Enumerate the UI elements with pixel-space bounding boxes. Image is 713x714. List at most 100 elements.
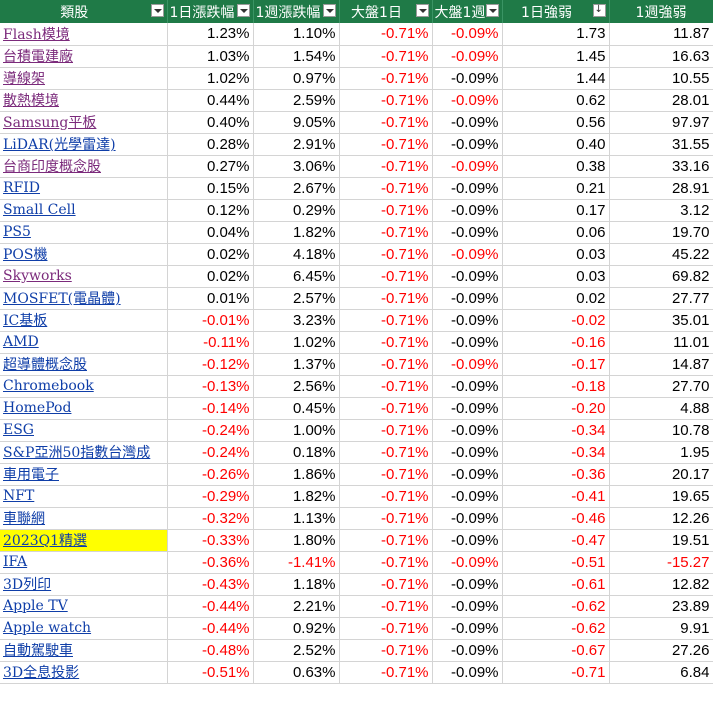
- week-strength-cell: 20.17: [609, 463, 713, 486]
- table-row: NFT -0.29% 1.82% -0.71% -0.09% -0.41 19.65: [0, 485, 713, 508]
- market-week-cell: -0.09%: [432, 111, 503, 134]
- sort-descending-icon[interactable]: ↓: [592, 4, 606, 17]
- week-strength-cell: 33.16: [609, 155, 713, 178]
- sector-link[interactable]: MOSFET(電晶體): [3, 291, 121, 307]
- market-day-cell: -0.71%: [339, 89, 433, 112]
- sector-link[interactable]: 3D列印: [3, 577, 52, 593]
- day-change-cell: -0.11%: [167, 331, 254, 354]
- sector-link[interactable]: HomePod: [3, 400, 72, 416]
- day-strength-cell: -0.61: [502, 573, 610, 596]
- market-week-cell: -0.09%: [432, 45, 503, 68]
- table-row: Flash模境 1.23% 1.10% -0.71% -0.09% 1.73 11.87: [0, 23, 713, 46]
- market-day-cell: -0.71%: [339, 287, 433, 310]
- day-change-cell: 1.23%: [167, 23, 254, 46]
- week-strength-cell: 11.87: [609, 23, 713, 46]
- header-label: 1日強弱: [521, 4, 572, 21]
- week-change-cell: 1.80%: [253, 529, 340, 552]
- table-row: PS5 0.04% 1.82% -0.71% -0.09% 0.06 19.70: [0, 221, 713, 244]
- week-change-cell: 1.82%: [253, 221, 340, 244]
- market-week-cell: -0.09%: [432, 265, 503, 288]
- sector-link[interactable]: ESG: [3, 422, 34, 438]
- sector-link[interactable]: PS5: [3, 224, 31, 240]
- filter-dropdown-icon[interactable]: [236, 4, 250, 17]
- market-day-cell: -0.71%: [339, 331, 433, 354]
- market-day-cell: -0.71%: [339, 507, 433, 530]
- week-strength-cell: 23.89: [609, 595, 713, 618]
- table-row: 車用電子 -0.26% 1.86% -0.71% -0.09% -0.36 20.17: [0, 463, 713, 486]
- day-strength-cell: 0.62: [502, 89, 610, 112]
- sector-link[interactable]: 台積電建廠: [3, 49, 73, 65]
- sector-link[interactable]: NFT: [3, 488, 35, 504]
- sector-link[interactable]: IFA: [3, 554, 28, 570]
- week-strength-cell: 11.01: [609, 331, 713, 354]
- day-change-cell: -0.44%: [167, 617, 254, 640]
- sector-link[interactable]: 超導體概念股: [3, 357, 87, 373]
- market-day-cell: -0.71%: [339, 155, 433, 178]
- sector-link[interactable]: S&P亞洲50指數台灣成: [3, 445, 151, 461]
- table-row: 散熱模境 0.44% 2.59% -0.71% -0.09% 0.62 28.01: [0, 89, 713, 112]
- sector-link[interactable]: RFID: [3, 180, 41, 196]
- table-row: 車聯網 -0.32% 1.13% -0.71% -0.09% -0.46 12.26: [0, 507, 713, 530]
- market-day-cell: -0.71%: [339, 595, 433, 618]
- day-change-cell: -0.33%: [167, 529, 254, 552]
- sector-link[interactable]: Chromebook: [3, 378, 94, 394]
- table-row: 3D全息投影 -0.51% 0.63% -0.71% -0.09% -0.71 6.84: [0, 661, 713, 684]
- day-strength-cell: -0.20: [502, 397, 610, 420]
- day-strength-cell: 1.45: [502, 45, 610, 68]
- sector-link[interactable]: 車聯網: [3, 511, 45, 527]
- week-strength-cell: 3.12: [609, 199, 713, 222]
- week-change-cell: 2.91%: [253, 133, 340, 156]
- sector-link[interactable]: IC基板: [3, 313, 48, 329]
- filter-dropdown-icon[interactable]: [150, 4, 164, 17]
- market-week-cell: -0.09%: [432, 155, 503, 178]
- sector-link[interactable]: Apple TV: [3, 598, 68, 614]
- table-row: 自動駕駛車 -0.48% 2.52% -0.71% -0.09% -0.67 27.26: [0, 639, 713, 662]
- week-strength-cell: 4.88: [609, 397, 713, 420]
- day-strength-cell: -0.02: [502, 309, 610, 332]
- week-strength-cell: 27.26: [609, 639, 713, 662]
- day-strength-cell: 0.21: [502, 177, 610, 200]
- week-change-cell: 0.63%: [253, 661, 340, 684]
- sector-link[interactable]: AMD: [3, 334, 39, 350]
- sector-link[interactable]: POS機: [3, 247, 48, 263]
- week-strength-cell: 97.97: [609, 111, 713, 134]
- day-change-cell: 0.28%: [167, 133, 254, 156]
- sector-link[interactable]: 3D全息投影: [3, 665, 80, 681]
- sector-link[interactable]: 車用電子: [3, 467, 59, 483]
- week-strength-cell: 45.22: [609, 243, 713, 266]
- sector-link[interactable]: Flash模境: [3, 26, 70, 43]
- table-row: 台積電建廠 1.03% 1.54% -0.71% -0.09% 1.45 16.63: [0, 45, 713, 68]
- table-row: Apple watch -0.44% 0.92% -0.71% -0.09% -0.62 9…: [0, 617, 713, 640]
- day-change-cell: -0.29%: [167, 485, 254, 508]
- day-change-cell: -0.43%: [167, 573, 254, 596]
- week-change-cell: 0.45%: [253, 397, 340, 420]
- header-row: 類股 1日漲跌幅 1週漲跌幅 大盤1日 大盤1週 1日強弱 ↓ 1週強弱: [0, 0, 713, 23]
- sector-name-cell: Apple TV: [0, 595, 168, 618]
- market-week-cell: -0.09%: [432, 353, 503, 376]
- day-change-cell: 0.01%: [167, 287, 254, 310]
- sector-link[interactable]: 散熱模境: [3, 93, 59, 109]
- table-row: HomePod -0.14% 0.45% -0.71% -0.09% -0.20 4.88: [0, 397, 713, 420]
- day-change-cell: 0.44%: [167, 89, 254, 112]
- filter-dropdown-icon[interactable]: [485, 4, 499, 17]
- day-strength-cell: 0.56: [502, 111, 610, 134]
- sector-link[interactable]: LiDAR(光學雷達): [3, 137, 116, 153]
- day-strength-cell: -0.67: [502, 639, 610, 662]
- market-day-cell: -0.71%: [339, 23, 433, 46]
- sector-link[interactable]: Skyworks: [3, 268, 72, 284]
- sector-name-cell: Skyworks: [0, 265, 168, 288]
- sector-name-cell: 導線架: [0, 67, 168, 90]
- sector-link[interactable]: 台商印度概念股: [3, 159, 101, 175]
- header-1d-strength: 1日強弱 ↓: [502, 0, 610, 23]
- week-change-cell: 1.86%: [253, 463, 340, 486]
- week-strength-cell: 19.70: [609, 221, 713, 244]
- sector-link[interactable]: 導線架: [3, 71, 45, 87]
- sector-link[interactable]: Small Cell: [3, 202, 76, 218]
- sector-link[interactable]: 2023Q1精選: [3, 533, 88, 549]
- sector-link[interactable]: Apple watch: [3, 620, 92, 636]
- filter-dropdown-icon[interactable]: [415, 4, 429, 17]
- sector-link[interactable]: 自動駕駛車: [3, 643, 73, 659]
- sector-link[interactable]: Samsung平板: [3, 115, 97, 131]
- market-week-cell: -0.09%: [432, 309, 503, 332]
- filter-dropdown-icon[interactable]: [322, 4, 336, 17]
